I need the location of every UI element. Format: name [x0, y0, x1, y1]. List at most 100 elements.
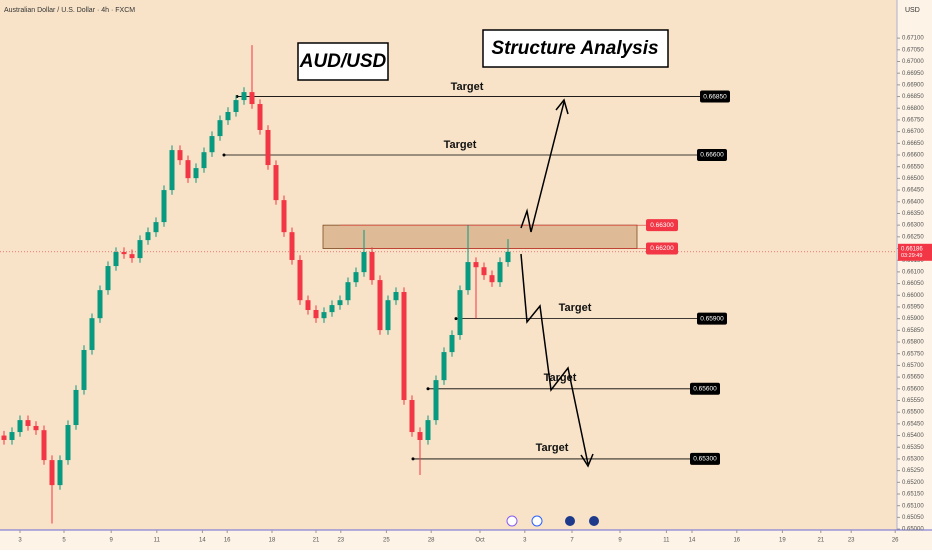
- candle-body: [289, 232, 295, 260]
- time-axis-bg: [0, 530, 932, 550]
- y-tick-label: 0.65300: [902, 457, 924, 463]
- candle-body: [329, 305, 335, 313]
- x-tick-label: Oct: [475, 538, 485, 544]
- zone-label: 0.66300: [650, 222, 674, 229]
- candle-body: [17, 420, 23, 433]
- icon: [589, 516, 599, 526]
- candle-body: [297, 259, 303, 301]
- y-tick-label: 0.65500: [902, 410, 924, 416]
- candle-body: [153, 222, 159, 233]
- x-tick-label: 19: [779, 538, 786, 544]
- target-label: 0.65600: [693, 386, 717, 393]
- x-tick-label: 21: [817, 538, 824, 544]
- target-label-bg: [700, 90, 730, 103]
- candle-body: [1, 435, 7, 440]
- target-label-bg: [690, 452, 720, 465]
- target-label: 0.66600: [700, 152, 724, 159]
- candle-body: [145, 232, 151, 241]
- y-tick-label: 0.66100: [902, 269, 924, 275]
- y-tick-label: 0.66550: [902, 164, 924, 170]
- y-tick-label: 0.65950: [902, 305, 924, 311]
- icon: [565, 516, 575, 526]
- y-tick-label: 0.66050: [902, 281, 924, 287]
- candle-body: [177, 150, 183, 161]
- target-anchor: [454, 317, 458, 321]
- target-name: Target: [444, 139, 477, 151]
- up-arrow: [520, 101, 565, 233]
- x-tick-label: 14: [199, 538, 206, 544]
- x-tick-label: 18: [269, 538, 276, 544]
- candle-body: [457, 290, 463, 336]
- title-box: [482, 29, 669, 68]
- y-tick-label: 0.65750: [902, 351, 924, 357]
- target-anchor: [426, 387, 430, 391]
- y-tick-label: 0.65850: [902, 328, 924, 334]
- target-label: 0.65900: [700, 315, 724, 322]
- candle-body: [257, 104, 263, 130]
- candle-body: [353, 272, 359, 283]
- candle-body: [113, 252, 119, 267]
- x-tick-label: 14: [689, 538, 696, 544]
- target-name: Target: [559, 302, 592, 314]
- x-tick-label: 3: [18, 538, 22, 544]
- candle-body: [337, 300, 343, 306]
- y-tick-label: 0.67000: [902, 59, 924, 65]
- candle-body: [57, 460, 63, 486]
- y-tick-label: 0.65200: [902, 480, 924, 486]
- y-tick-label: 0.66300: [902, 223, 924, 229]
- y-tick-label: 0.66900: [902, 82, 924, 88]
- y-tick-label: 0.66700: [902, 129, 924, 135]
- countdown: 03:29:49: [901, 253, 922, 259]
- candle-body: [481, 267, 487, 276]
- y-tick-label: 0.66950: [902, 71, 924, 77]
- candle-body: [137, 240, 143, 259]
- target-label-bg: [690, 382, 720, 395]
- y-tick-label: 0.66800: [902, 106, 924, 112]
- candle-body: [225, 111, 231, 121]
- x-tick-label: 28: [428, 538, 435, 544]
- candle-body: [233, 100, 239, 112]
- y-tick-label: 0.65450: [902, 421, 924, 427]
- target-label-bg: [697, 312, 727, 325]
- candle-body: [393, 292, 399, 301]
- supply-zone: [322, 224, 638, 249]
- x-tick-label: 23: [848, 538, 855, 544]
- symbol-header: Australian Dollar / U.S. Dollar · 4h · F…: [4, 7, 135, 14]
- y-tick-label: 0.66850: [902, 94, 924, 100]
- candle-body: [273, 165, 279, 201]
- icon: [531, 515, 543, 527]
- down-arrow: [520, 253, 589, 465]
- y-tick-label: 0.66750: [902, 118, 924, 124]
- plot-layer: 0.66300 0.66200 Target 0.66850 Target 0.66600…: [0, 45, 897, 524]
- y-tick-label: 0.67100: [902, 36, 924, 42]
- zone-label: 0.66200: [650, 245, 674, 252]
- candle-body: [321, 312, 327, 319]
- candle-body: [25, 420, 31, 426]
- candle-body: [169, 150, 175, 191]
- candle-body: [89, 318, 95, 350]
- candle-body: [433, 380, 439, 421]
- target-label: 0.66850: [703, 93, 727, 100]
- candle-body: [425, 420, 431, 440]
- y-tick-label: 0.65400: [902, 433, 924, 439]
- y-tick-label: 0.66250: [902, 234, 924, 240]
- x-tick-label: 21: [313, 538, 320, 544]
- candle-body: [449, 335, 455, 353]
- candle-body: [465, 262, 471, 291]
- currency: USD: [905, 7, 920, 14]
- icon: [506, 515, 518, 527]
- y-tick-label: 0.66500: [902, 176, 924, 182]
- y-tick-label: 0.65550: [902, 398, 924, 404]
- x-tick-label: 5: [62, 538, 66, 544]
- y-tick-label: 0.65350: [902, 445, 924, 451]
- y-tick-label: 0.67050: [902, 47, 924, 53]
- y-tick-label: 0.65150: [902, 492, 924, 498]
- x-tick-label: 7: [570, 538, 574, 544]
- candle-body: [161, 190, 167, 223]
- target-label: 0.65300: [693, 456, 717, 463]
- x-tick-label: 9: [618, 538, 622, 544]
- candle-body: [417, 432, 423, 440]
- target-anchor: [411, 457, 415, 461]
